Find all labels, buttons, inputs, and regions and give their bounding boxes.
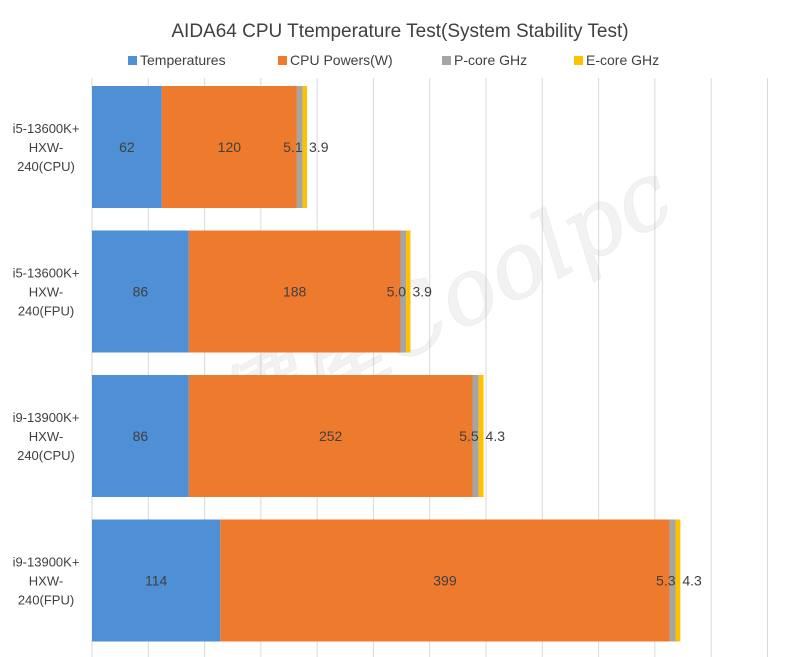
bar-cpu-powers-w--1 xyxy=(161,86,297,208)
data-label: 5.0 xyxy=(387,284,407,300)
legend-entry: E-core GHz xyxy=(586,52,659,68)
legend-swatch xyxy=(442,56,451,65)
chart-title: AIDA64 CPU Ttemperature Test(System Stab… xyxy=(171,21,628,42)
bar-e-core-ghz-1 xyxy=(302,86,308,208)
category-label: 240(FPU) xyxy=(18,304,74,319)
bar-temperatures-3 xyxy=(92,375,189,497)
bar-e-core-ghz-4 xyxy=(675,519,681,642)
data-label: 5.3 xyxy=(656,573,676,589)
bars-layer xyxy=(92,86,681,642)
bar-p-core-ghz-1 xyxy=(296,86,303,208)
bar-temperatures-4 xyxy=(92,519,221,642)
bar-e-core-ghz-3 xyxy=(478,375,484,497)
category-label: 240(CPU) xyxy=(17,159,75,174)
bar-cpu-powers-w--3 xyxy=(188,375,473,497)
legend: Temperatures CPU Powers(W) P-core GHz E-cor… xyxy=(128,52,659,68)
data-label: 4.3 xyxy=(682,573,702,589)
data-label: 3.9 xyxy=(412,284,432,300)
legend-swatch xyxy=(574,56,583,65)
bar-cpu-powers-w--2 xyxy=(188,230,401,353)
bar-temperatures-2 xyxy=(92,230,189,353)
bar-temperatures-1 xyxy=(92,86,162,208)
data-label: 5.5 xyxy=(459,428,479,444)
data-label: 62 xyxy=(119,139,135,155)
data-label: 188 xyxy=(283,284,307,300)
category-label: HXW- xyxy=(29,140,63,155)
category-label: HXW- xyxy=(29,285,63,300)
bar-p-core-ghz-2 xyxy=(400,230,407,353)
category-label: i5-13600K+ xyxy=(13,266,80,281)
category-labels: i5-13600K+ HXW- 240(CPU) i5-13600K+ HXW- 240(… xyxy=(13,121,80,608)
data-label: 86 xyxy=(133,428,149,444)
legend-swatch xyxy=(128,56,137,65)
category-label: i9-13900K+ xyxy=(13,555,80,570)
legend-entry: P-core GHz xyxy=(454,52,527,68)
bar-p-core-ghz-3 xyxy=(472,375,479,497)
category-label: 240(FPU) xyxy=(18,593,74,608)
category-label: HXW- xyxy=(29,574,63,589)
data-label: 114 xyxy=(145,573,168,589)
data-label: 5.1 xyxy=(283,139,303,155)
legend-entry: CPU Powers(W) xyxy=(290,52,393,68)
data-label: 86 xyxy=(133,284,149,300)
category-label: i5-13600K+ xyxy=(13,121,80,136)
bar-p-core-ghz-4 xyxy=(669,519,676,642)
data-label: 4.3 xyxy=(486,428,506,444)
bar-e-core-ghz-2 xyxy=(406,230,411,353)
category-label: HXW- xyxy=(29,429,63,444)
data-label: 3.9 xyxy=(309,139,329,155)
legend-entry: Temperatures xyxy=(140,52,226,68)
data-label: 399 xyxy=(433,573,457,589)
legend-swatch xyxy=(278,56,287,65)
category-label: i9-13900K+ xyxy=(13,410,80,425)
bar-cpu-powers-w--4 xyxy=(220,519,670,642)
category-label: 240(CPU) xyxy=(17,448,75,463)
data-label: 120 xyxy=(218,139,242,155)
value-labels-layer: 62 120 5.1 3.9 86 188 5.0 3.9 86 252 5.5 4.3 114 399 5… xyxy=(119,139,702,589)
data-label: 252 xyxy=(319,428,343,444)
